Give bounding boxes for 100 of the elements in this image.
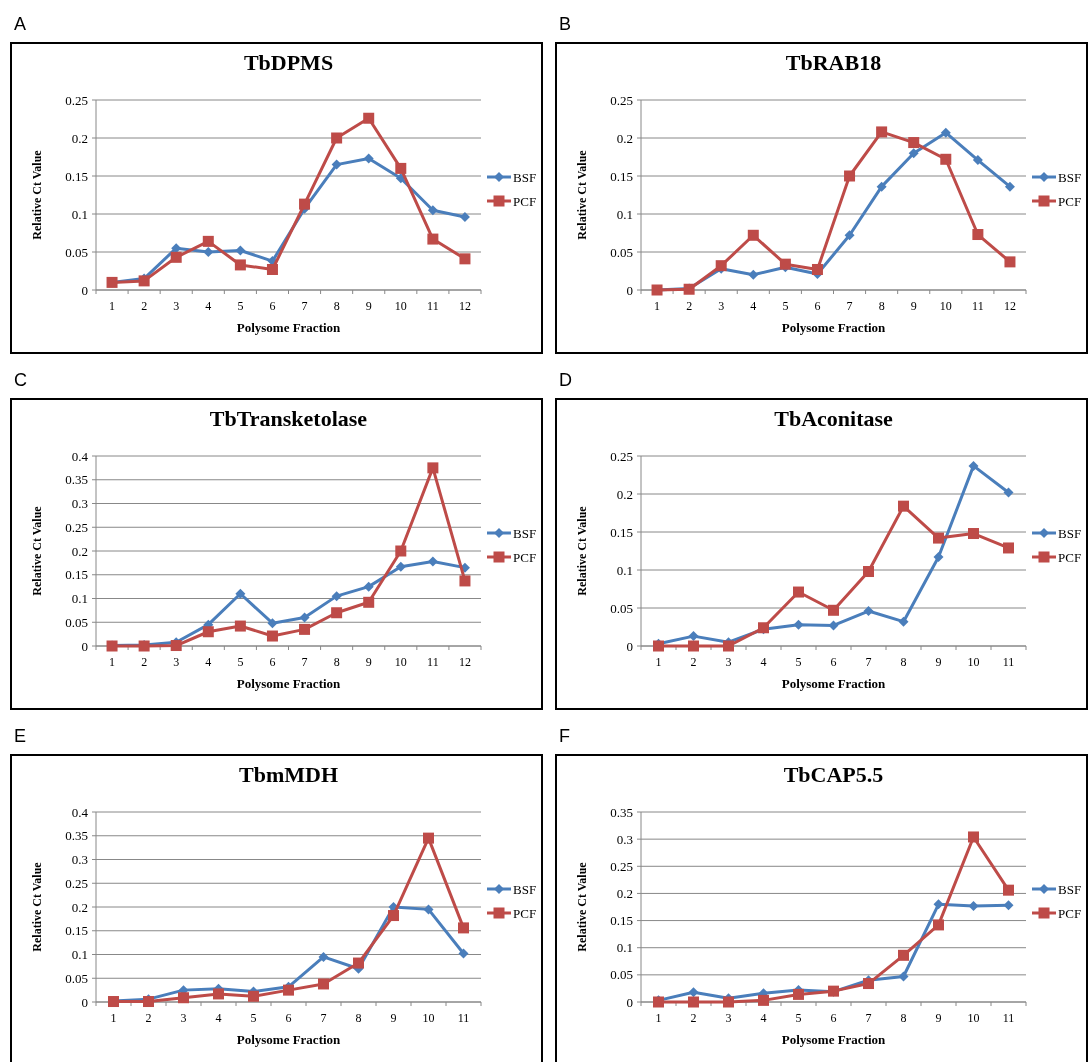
point [688,996,699,1008]
point [758,994,769,1006]
y-tick-label: 0.35 [65,472,88,488]
point [178,992,189,1004]
point [299,612,310,623]
text: D [559,370,572,390]
x-tick-label: 11 [457,1011,470,1025]
y-tick-label: 0.1 [71,947,88,963]
point [283,984,294,996]
y-tick-label: 0 [626,994,633,1010]
chart-title: TbmMDH [239,762,338,787]
legend-label: PCF [513,193,537,209]
y-tick-label: 0.35 [610,804,633,820]
y-tick-label: 0.2 [616,486,633,502]
point [863,978,874,990]
point [876,126,888,138]
x-axis-title: Polysome Fraction [236,320,342,335]
point [427,462,439,474]
x-tick-label: 3 [718,299,725,313]
text: A [14,14,27,34]
x-tick-label: 2 [145,1011,152,1025]
point [723,996,734,1008]
y-tick-label: 0.1 [616,206,633,222]
x-tick-label: 11 [427,655,439,669]
y-tick-label: 0.2 [71,899,88,915]
point [459,253,471,265]
x-tick-label: 10 [967,655,980,669]
point [863,606,874,617]
y-tick-label: 0.15 [65,567,88,583]
x-tick-label: 11 [1002,1011,1015,1025]
y-tick-label: 0.1 [71,591,88,607]
legend-label: PCF [513,905,537,921]
y-tick-label: 0.15 [65,168,88,184]
x-tick-label: 8 [355,1011,362,1025]
x-tick-label: 3 [173,299,180,313]
x-tick-label: 2 [141,299,148,313]
point [459,212,470,223]
x-tick-label: 7 [301,655,308,669]
y-tick-label: 0.15 [610,524,633,540]
y-tick-label: 0.4 [71,448,89,464]
point [898,500,909,512]
point [266,630,278,642]
point [828,604,839,616]
point [1003,900,1014,911]
point [968,528,979,540]
x-tick-label: 6 [830,655,837,669]
point [363,153,374,164]
point [898,949,909,961]
x-tick-label: 11 [972,299,984,313]
x-tick-label: 3 [173,655,180,669]
y-tick-label: 0.05 [610,967,633,983]
point [793,988,804,1000]
point [248,990,259,1002]
point [972,229,984,241]
point [234,259,246,271]
y-axis-title: Relative Ct Value [30,505,44,596]
x-tick-label: 9 [365,655,372,669]
point [331,159,342,170]
point [363,581,374,592]
legend-label: BSF [1058,169,1082,185]
x-tick-label: 6 [269,655,276,669]
y-tick-label: 0.2 [71,543,88,559]
legend-label: BSF [513,525,537,541]
point [458,922,469,934]
point [968,460,979,471]
y-tick-label: 0 [81,994,88,1010]
point [234,620,246,632]
point [331,607,343,619]
point [170,251,182,263]
point [688,640,699,652]
x-tick-label: 9 [390,1011,397,1025]
x-tick-label: 5 [795,1011,802,1025]
x-tick-label: 11 [427,299,439,313]
point [940,153,952,165]
point [388,910,399,922]
y-tick-label: 0 [81,282,88,298]
x-axis-title: Polysome Fraction [781,320,887,335]
point [299,623,311,635]
y-tick-label: 0.3 [71,496,88,512]
y-axis-title: Relative Ct Value [30,861,44,952]
point [1003,542,1014,554]
point [299,198,311,210]
x-tick-label: 4 [760,655,767,669]
point [898,616,909,627]
point [972,155,983,166]
point [828,620,839,631]
x-tick-label: 1 [655,1011,662,1025]
x-tick-label: 2 [686,299,693,313]
point [844,230,855,241]
x-tick-label: 3 [725,1011,732,1025]
x-tick-label: 1 [655,655,662,669]
x-tick-label: 8 [333,655,340,669]
point [318,978,329,990]
x-tick-label: 6 [269,299,276,313]
x-tick-label: 2 [141,655,148,669]
point [968,831,979,843]
text: E [14,726,27,746]
point [688,631,699,642]
point [427,233,439,245]
point [723,640,734,652]
